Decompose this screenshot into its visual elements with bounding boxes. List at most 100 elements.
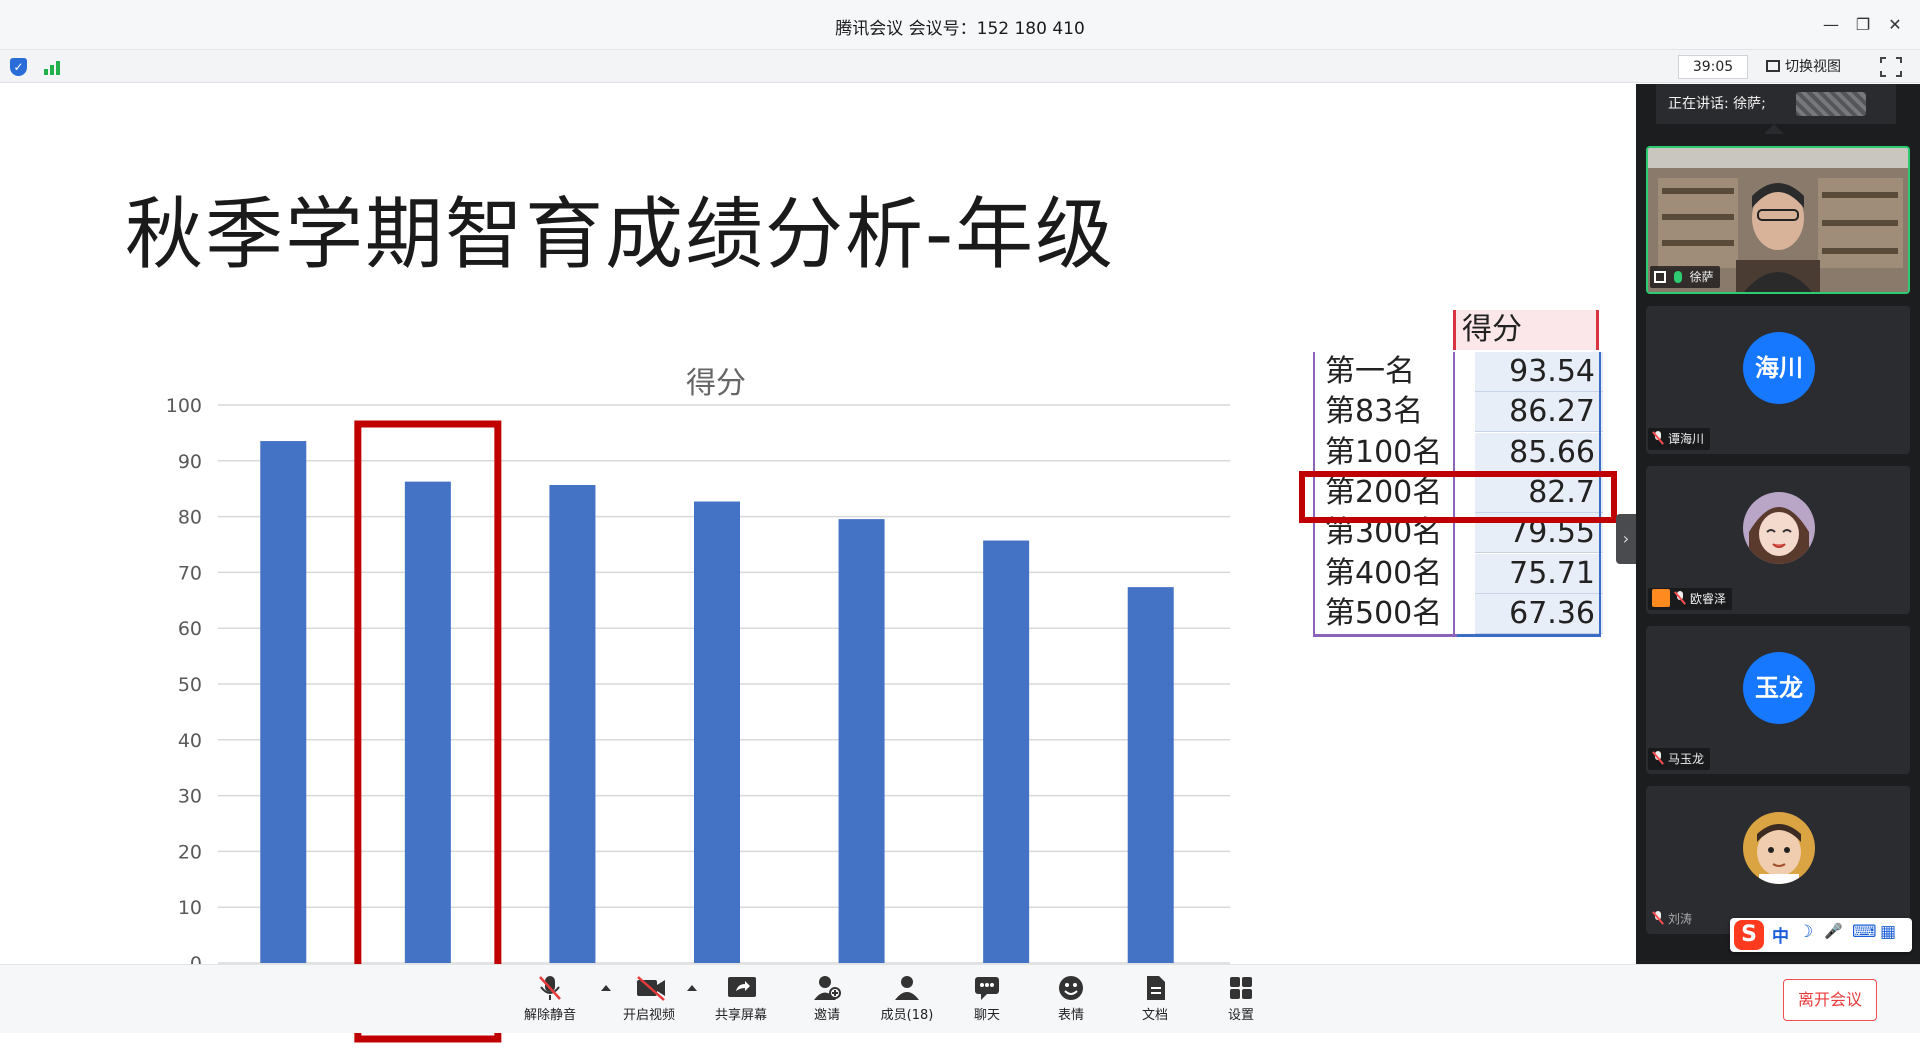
mic-active-icon [1673, 271, 1682, 283]
camera-off-icon [635, 975, 665, 1001]
mic-muted-icon [1674, 591, 1686, 605]
table-row: 第500名 67.36 [1313, 593, 1603, 634]
avatar: 玉龙 [1743, 652, 1815, 724]
share-screen-icon [727, 975, 756, 1001]
y-tick-label: 40 [178, 730, 202, 752]
avatar [1743, 492, 1815, 564]
document-icon [1141, 975, 1169, 1001]
keyboard-icon[interactable]: ⌨ [1852, 922, 1877, 942]
y-tick-label: 100 [166, 395, 202, 417]
mic-muted-icon [1652, 911, 1664, 925]
meeting-toolbar: 解除静音 开启视频 共享屏幕 邀请 成员(18) 聊天 [0, 964, 1920, 1033]
close-button[interactable]: ✕ [1888, 15, 1902, 34]
title-bar: 腾讯会议 会议号：152 180 410 — ❐ ✕ [0, 0, 1920, 50]
meeting-timer: 39:05 [1678, 55, 1748, 79]
switch-view-button[interactable]: 切换视图 [1760, 55, 1849, 79]
invite-user-icon [813, 975, 841, 1001]
table-cell-rank: 第100名 [1325, 434, 1443, 470]
participant-tile[interactable]: 徐萨 [1646, 146, 1910, 294]
y-tick-label: 90 [178, 451, 202, 473]
chart-bar [549, 485, 596, 963]
participant-video [1648, 148, 1908, 292]
slide-title: 秋季学期智育成绩分析-年级 [125, 190, 1116, 280]
screen-share-icon [1654, 271, 1666, 283]
window-title: 腾讯会议 会议号：152 180 410 [835, 19, 1085, 39]
y-tick-label: 10 [178, 897, 202, 919]
restore-button[interactable]: ❐ [1855, 15, 1871, 34]
table-cell-rank: 第83名 [1325, 394, 1424, 430]
participant-name: 马玉龙 [1648, 748, 1711, 770]
avatar: 海川 [1743, 332, 1815, 404]
unmute-button[interactable]: 解除静音 [515, 973, 585, 1029]
table-cell-rank: 第400名 [1325, 555, 1443, 591]
bar-chart: 得分0102030405060708090100第一名第83名第100名第200… [166, 366, 1230, 1043]
security-shield-icon[interactable]: ✓ [10, 58, 27, 76]
grid-icon[interactable]: ▦ [1880, 922, 1897, 942]
chart-bar [983, 540, 1030, 963]
minimize-button[interactable]: — [1823, 15, 1839, 34]
chat-icon [973, 975, 1001, 1001]
participant-name: 刘涛 [1648, 908, 1698, 930]
avatar [1743, 812, 1815, 884]
participant-name: 谭海川 [1648, 428, 1711, 450]
participant-tile[interactable]: 玉龙 马玉龙 [1646, 626, 1910, 774]
emoji-icon [1057, 975, 1085, 1001]
y-tick-label: 70 [178, 562, 202, 584]
settings-grid-icon [1227, 975, 1255, 1001]
start-video-button[interactable]: 开启视频 [614, 973, 684, 1029]
table-highlight-box [1299, 471, 1617, 523]
participant-tile[interactable]: 欧睿泽 [1646, 466, 1910, 614]
table-cell-score: 93.54 [1475, 352, 1603, 392]
table-row: 第一名 93.54 [1313, 352, 1603, 392]
video-options-caret[interactable] [687, 985, 697, 991]
mic-muted-icon [1652, 751, 1664, 765]
switch-view-label: 切换视图 [1785, 59, 1841, 75]
moon-icon[interactable]: ☽ [1798, 922, 1814, 942]
view-grid-icon [1766, 60, 1780, 72]
y-tick-label: 20 [178, 841, 202, 863]
share-screen-button[interactable]: 共享屏幕 [706, 973, 776, 1029]
status-bar: ✓ 39:05 切换视图 [0, 50, 1920, 83]
microphone-icon[interactable]: 🎤 [1824, 922, 1843, 940]
reactions-button[interactable]: 表情 [1036, 973, 1106, 1029]
invite-button[interactable]: 邀请 [792, 973, 862, 1029]
leave-meeting-button[interactable]: 离开会议 [1783, 979, 1877, 1021]
table-cell-rank: 第200名 [1325, 474, 1443, 510]
table-row: 第83名 86.27 [1313, 392, 1603, 433]
table-row: 第400名 75.71 [1313, 553, 1603, 594]
table-cell-score: 86.27 [1475, 392, 1603, 433]
members-button[interactable]: 成员(18) [872, 973, 942, 1029]
table-row: 第100名 85.66 [1313, 432, 1603, 473]
documents-button[interactable]: 文档 [1120, 973, 1190, 1029]
ime-chinese-mode[interactable]: 中 [1772, 927, 1789, 947]
table-cell-score: 85.66 [1475, 432, 1603, 473]
table-header: 得分 [1453, 310, 1599, 350]
participant-tile[interactable]: 海川 谭海川 [1646, 306, 1910, 454]
table-row: 第200名 82.7 [1313, 472, 1603, 513]
microphone-muted-icon [536, 975, 564, 1001]
expand-sidebar-button[interactable]: › [1616, 514, 1636, 564]
participant-name: 欧睿泽 [1648, 588, 1733, 610]
speaking-indicator: 正在讲话: 徐萨; [1656, 84, 1896, 124]
ime-toolbar[interactable]: S 中 ☽ 🎤 ⌨ ▦ [1730, 918, 1912, 952]
shared-screen: 秋季学期智育成绩分析-年级 得分0102030405060708090100第一… [0, 84, 1636, 1043]
table-cell-score: 75.71 [1475, 553, 1603, 594]
table-cell-score: 82.7 [1475, 472, 1603, 513]
y-tick-label: 50 [178, 674, 202, 696]
speaking-label: 正在讲话: 徐萨; [1668, 96, 1766, 112]
participant-tile[interactable]: 刘涛 [1646, 786, 1910, 934]
chart-bar [1127, 587, 1174, 963]
chat-button[interactable]: 聊天 [952, 973, 1022, 1029]
table-cell-rank: 第500名 [1325, 595, 1443, 631]
chart-bar [838, 519, 885, 963]
host-icon [1652, 589, 1670, 607]
chart-bar [404, 481, 451, 963]
table-cell-score: 67.36 [1475, 593, 1603, 634]
y-tick-label: 60 [178, 618, 202, 640]
settings-button[interactable]: 设置 [1206, 973, 1276, 1029]
audio-options-caret[interactable] [601, 985, 611, 991]
sogou-logo-icon[interactable]: S [1734, 920, 1764, 950]
blurred-name [1796, 92, 1866, 116]
network-signal-icon[interactable] [44, 60, 64, 75]
fullscreen-icon[interactable] [1880, 57, 1902, 77]
